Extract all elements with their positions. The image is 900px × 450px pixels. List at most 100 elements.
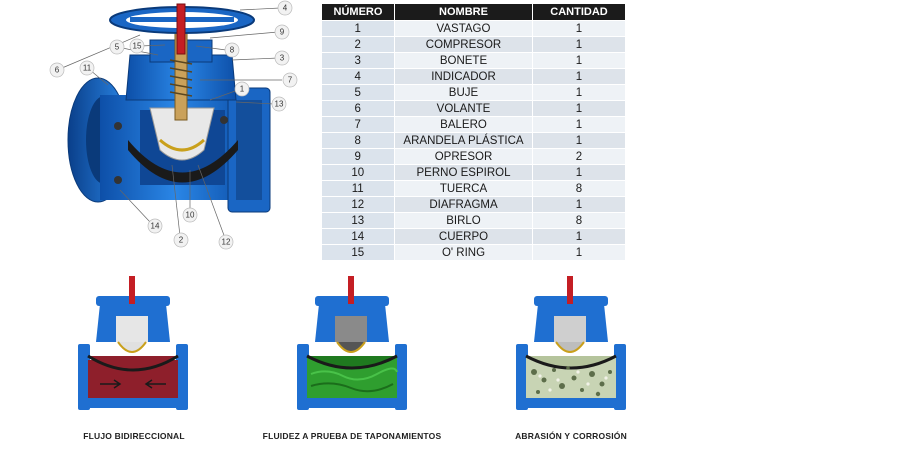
table-row: 12 DIAFRAGMA 1 — [321, 196, 626, 213]
table-row: 10 PERNO ESPIROL 1 — [321, 164, 626, 181]
callout-7 — [282, 72, 298, 88]
cell-numero: 12 — [321, 196, 395, 213]
callout-10 — [182, 207, 198, 223]
callout-label-11: 11 — [83, 64, 92, 73]
cell-cantidad: 1 — [532, 228, 626, 245]
callout-label-7: 7 — [288, 76, 293, 85]
cell-cantidad: 1 — [532, 36, 626, 53]
cell-numero: 14 — [321, 228, 395, 245]
callout-5 — [109, 39, 125, 55]
cell-numero: 2 — [321, 36, 395, 53]
caption-clog-proof: FLUIDEZ A PRUEBA DE TAPONAMIENTOS — [262, 431, 442, 441]
cell-numero: 8 — [321, 132, 395, 149]
callout-label-8: 8 — [230, 46, 235, 55]
caption-bidirectional: FLUJO BIDIRECCIONAL — [83, 431, 185, 441]
cell-numero: 5 — [321, 84, 395, 101]
gravel-texture — [531, 366, 612, 397]
indicator — [567, 276, 573, 318]
callout-label-10: 10 — [186, 211, 195, 220]
table-row: 9 OPRESOR 2 — [321, 148, 626, 165]
callout-label-4: 4 — [283, 4, 288, 13]
cell-nombre: BONETE — [394, 52, 533, 69]
callout-label-6: 6 — [55, 66, 60, 75]
callout-13 — [271, 96, 287, 112]
table-row: 7 BALERO 1 — [321, 116, 626, 133]
cell-nombre: BIRLO — [394, 212, 533, 229]
callout-label-2: 2 — [179, 236, 184, 245]
cell-nombre: DIAFRAGMA — [394, 196, 533, 213]
cell-cantidad: 1 — [532, 84, 626, 101]
cell-numero: 13 — [321, 212, 395, 229]
header-nombre: NOMBRE — [394, 3, 533, 21]
callout-8 — [224, 42, 240, 58]
cell-cantidad: 1 — [532, 196, 626, 213]
callout-label-5: 5 — [115, 43, 120, 52]
bolt-icon — [114, 176, 122, 184]
cell-numero: 15 — [321, 244, 395, 261]
callout-2 — [173, 232, 189, 248]
valve-clog-proof-illustration — [297, 276, 407, 410]
table-row: 2 COMPRESOR 1 — [321, 36, 626, 53]
callout-label-14: 14 — [151, 222, 160, 231]
table-row: 6 VOLANTE 1 — [321, 100, 626, 117]
valve-bidirectional-illustration — [78, 276, 188, 410]
cell-numero: 10 — [321, 164, 395, 181]
table-row: 4 INDICADOR 1 — [321, 68, 626, 85]
cell-numero: 1 — [321, 20, 395, 37]
cell-cantidad: 1 — [532, 68, 626, 85]
callout-3 — [274, 50, 290, 66]
cell-cantidad: 1 — [532, 100, 626, 117]
cell-cantidad: 2 — [532, 148, 626, 165]
callout-label-12: 12 — [222, 238, 231, 247]
cell-numero: 9 — [321, 148, 395, 165]
cell-cantidad: 8 — [532, 212, 626, 229]
indicator — [348, 276, 354, 318]
indicator — [129, 276, 135, 318]
cell-cantidad: 1 — [532, 164, 626, 181]
header-cantidad: CANTIDAD — [532, 3, 626, 21]
bolt-icon — [220, 116, 228, 124]
table-row: 14 CUERPO 1 — [321, 228, 626, 245]
bolt-icon — [114, 122, 122, 130]
cell-nombre: COMPRESOR — [394, 36, 533, 53]
cell-cantidad: 1 — [532, 132, 626, 149]
callout-12 — [218, 234, 234, 250]
cell-nombre: TUERCA — [394, 180, 533, 197]
callout-6 — [49, 62, 65, 78]
cell-cantidad: 1 — [532, 20, 626, 37]
valve-cutaway-diagram: 4 9 8 3 7 1 13 15 5 6 11 14 2 10 12 — [49, 0, 298, 250]
valve-abrasion-illustration — [516, 276, 626, 410]
cell-numero: 6 — [321, 100, 395, 117]
callout-label-15: 15 — [133, 42, 142, 51]
callout-label-3: 3 — [280, 54, 285, 63]
table-header-row: NÚMERO NOMBRE CANTIDAD — [321, 3, 626, 21]
callout-11 — [79, 60, 95, 76]
callout-15 — [129, 38, 145, 54]
table-row: 3 BONETE 1 — [321, 52, 626, 69]
compressor — [149, 107, 215, 161]
callout-1 — [234, 81, 250, 97]
diaphragm — [128, 140, 238, 183]
table-row: 1 VASTAGO 1 — [321, 20, 626, 37]
table-row: 8 ARANDELA PLÁSTICA 1 — [321, 132, 626, 149]
header-numero: NÚMERO — [321, 3, 395, 21]
cell-cantidad: 1 — [532, 116, 626, 133]
cell-nombre: VOLANTE — [394, 100, 533, 117]
table-row: 5 BUJE 1 — [321, 84, 626, 101]
indicator — [176, 3, 186, 55]
cell-nombre: O' RING — [394, 244, 533, 261]
cell-numero: 4 — [321, 68, 395, 85]
cell-numero: 11 — [321, 180, 395, 197]
cell-numero: 3 — [321, 52, 395, 69]
cell-nombre: VASTAGO — [394, 20, 533, 37]
cell-nombre: INDICADOR — [394, 68, 533, 85]
cell-nombre: ARANDELA PLÁSTICA — [394, 132, 533, 149]
cell-nombre: CUERPO — [394, 228, 533, 245]
caption-abrasion: ABRASIÓN Y CORROSIÓN — [515, 431, 627, 441]
callout-4 — [277, 0, 293, 16]
cell-cantidad: 1 — [532, 244, 626, 261]
callout-label-13: 13 — [275, 100, 284, 109]
callout-9 — [274, 24, 290, 40]
cell-cantidad: 8 — [532, 180, 626, 197]
cell-nombre: BUJE — [394, 84, 533, 101]
